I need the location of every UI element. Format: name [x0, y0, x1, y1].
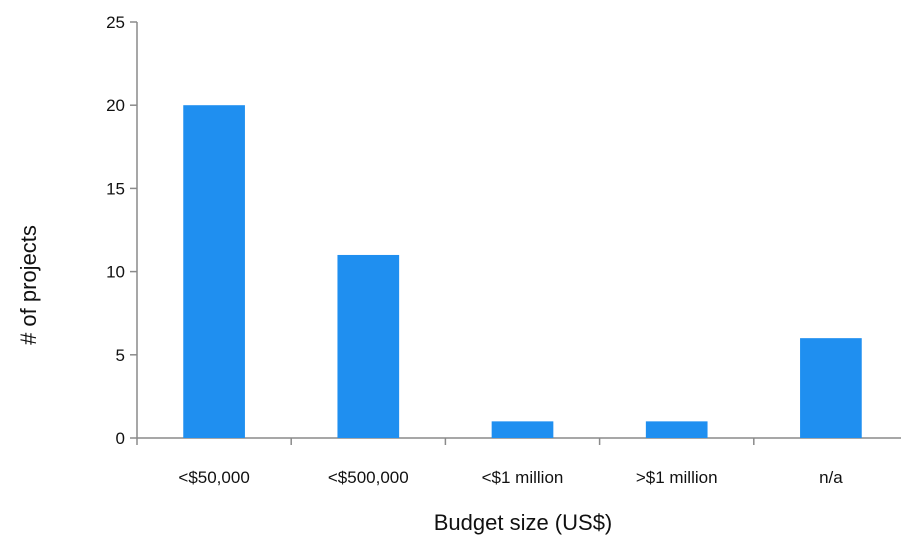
y-tick-label: 10: [106, 263, 125, 282]
x-axis: <$50,000 <$500,000 <$1 million >$1 million n…: [136, 437, 901, 487]
bar: [491, 421, 554, 438]
bar: [337, 254, 400, 438]
y-tick-label: 25: [106, 13, 125, 32]
y-tick-label: 15: [106, 179, 125, 198]
y-axis-title: # of projects: [16, 225, 41, 345]
y-tick-label: 5: [116, 346, 125, 365]
y-axis: 0 5 10 15 20 25: [106, 13, 138, 448]
bars: [183, 105, 862, 438]
y-tick-label: 20: [106, 96, 125, 115]
x-axis-title: Budget size (US$): [434, 510, 613, 535]
y-tick-label: 0: [116, 429, 125, 448]
x-tick-label: n/a: [819, 468, 843, 487]
bar: [183, 105, 245, 438]
bar: [645, 421, 708, 438]
x-tick-label: <$500,000: [328, 468, 409, 487]
x-tick-label: >$1 million: [636, 468, 718, 487]
x-tick-label: <$50,000: [178, 468, 249, 487]
bar: [800, 338, 862, 438]
x-tick-label: <$1 million: [482, 468, 564, 487]
